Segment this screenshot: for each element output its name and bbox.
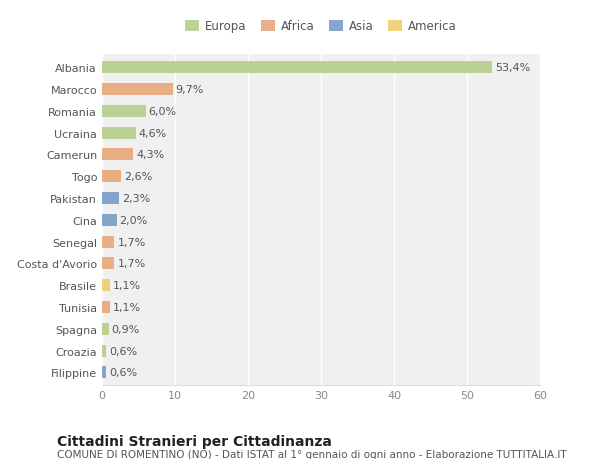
- Bar: [102, 258, 115, 270]
- Bar: [102, 84, 173, 96]
- Text: 4,6%: 4,6%: [139, 129, 167, 138]
- Text: 6,0%: 6,0%: [149, 106, 177, 117]
- Bar: [102, 280, 110, 291]
- Bar: [102, 345, 106, 357]
- Bar: [102, 171, 121, 183]
- Legend: Europa, Africa, Asia, America: Europa, Africa, Asia, America: [183, 18, 459, 36]
- Bar: [102, 236, 115, 248]
- Bar: [102, 323, 109, 335]
- Text: 1,7%: 1,7%: [118, 237, 146, 247]
- Bar: [102, 128, 136, 140]
- Text: 1,7%: 1,7%: [118, 259, 146, 269]
- Text: 1,1%: 1,1%: [113, 302, 141, 312]
- Bar: [102, 214, 116, 226]
- Text: 53,4%: 53,4%: [495, 63, 530, 73]
- Text: 4,3%: 4,3%: [136, 150, 164, 160]
- Text: 0,9%: 0,9%: [112, 324, 140, 334]
- Text: 2,0%: 2,0%: [119, 215, 148, 225]
- Text: 0,6%: 0,6%: [109, 368, 137, 377]
- Bar: [102, 193, 119, 205]
- Text: Cittadini Stranieri per Cittadinanza: Cittadini Stranieri per Cittadinanza: [57, 434, 332, 448]
- Text: 1,1%: 1,1%: [113, 280, 141, 291]
- Bar: [102, 149, 133, 161]
- Text: 9,7%: 9,7%: [176, 85, 204, 95]
- Bar: [102, 367, 106, 379]
- Text: 2,6%: 2,6%: [124, 172, 152, 182]
- Text: COMUNE DI ROMENTINO (NO) - Dati ISTAT al 1° gennaio di ogni anno - Elaborazione : COMUNE DI ROMENTINO (NO) - Dati ISTAT al…: [57, 449, 566, 459]
- Bar: [102, 301, 110, 313]
- Bar: [102, 106, 146, 118]
- Text: 2,3%: 2,3%: [122, 194, 150, 204]
- Bar: [102, 62, 492, 74]
- Text: 0,6%: 0,6%: [109, 346, 137, 356]
